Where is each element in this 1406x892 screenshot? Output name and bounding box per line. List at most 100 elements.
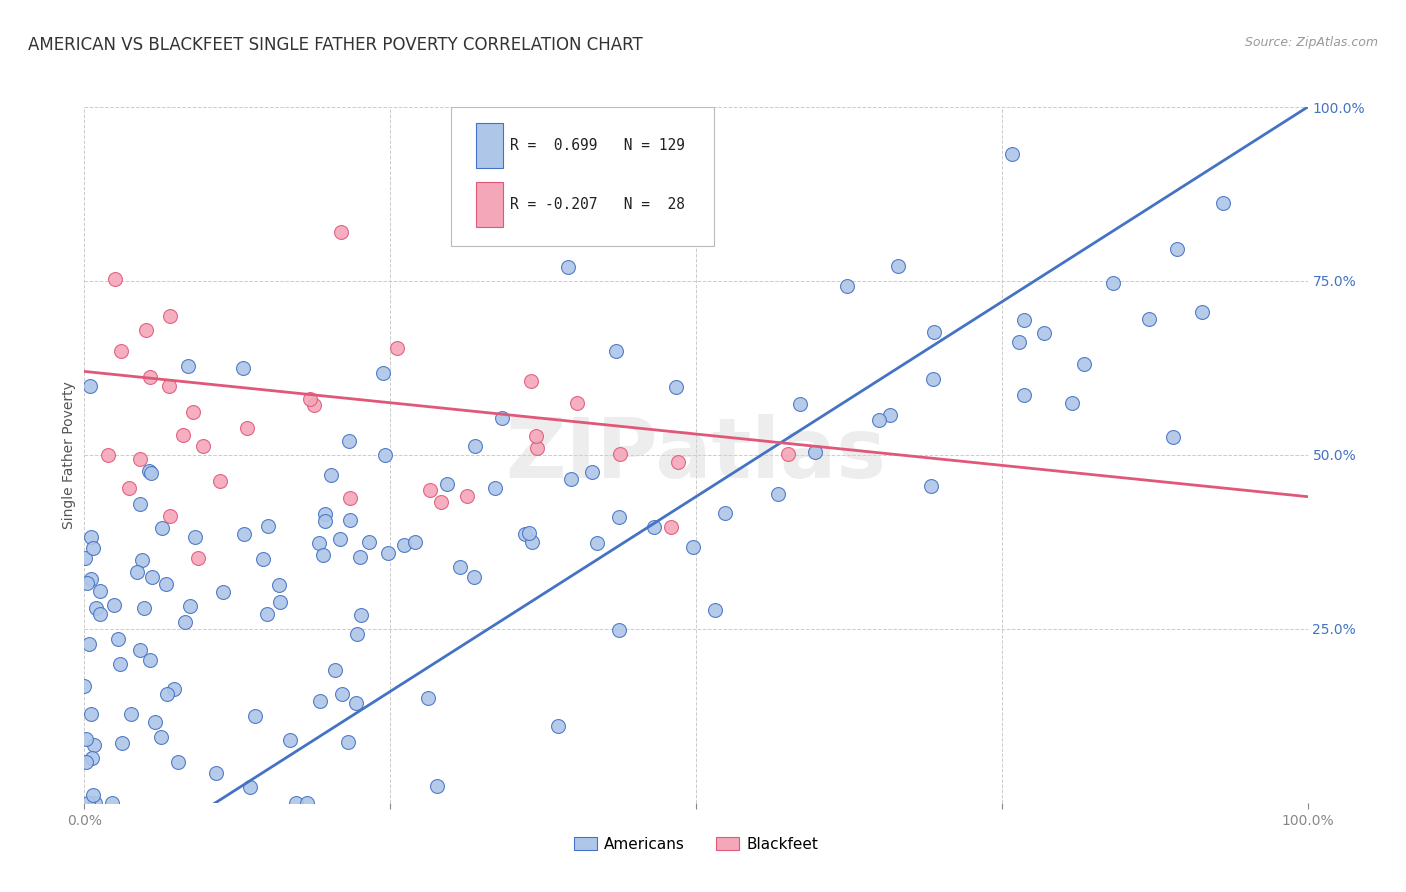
Point — [605, 343, 627, 358]
Point — [682, 541, 704, 555]
Point — [75, 755, 97, 769]
Legend: Americans, Blackfeet: Americans, Blackfeet — [568, 830, 824, 858]
Point — [75, 551, 97, 566]
Point — [111, 736, 134, 750]
Point — [299, 392, 322, 407]
Point — [267, 578, 290, 592]
Point — [285, 796, 308, 810]
Point — [609, 447, 631, 461]
Point — [135, 323, 157, 337]
Point — [187, 550, 209, 565]
Point — [245, 709, 267, 723]
Point — [924, 326, 946, 340]
Point — [323, 663, 346, 677]
FancyBboxPatch shape — [475, 182, 503, 227]
Point — [609, 623, 631, 637]
Point — [464, 439, 486, 453]
Point — [778, 447, 800, 461]
Point — [330, 687, 353, 701]
Point — [346, 696, 368, 710]
Point — [1001, 147, 1024, 161]
Point — [156, 687, 179, 701]
Point — [349, 608, 371, 623]
Point — [129, 452, 152, 467]
Point — [191, 439, 214, 453]
Point — [789, 397, 811, 411]
Point — [491, 411, 513, 425]
Point — [385, 341, 408, 355]
Point — [404, 535, 426, 549]
Point — [346, 627, 368, 641]
Point — [82, 788, 104, 802]
Point — [1137, 312, 1160, 326]
Point — [643, 520, 665, 534]
Point — [76, 576, 98, 591]
Point — [76, 796, 98, 810]
Point — [920, 478, 942, 492]
Point — [159, 508, 181, 523]
Point — [581, 465, 603, 479]
Point — [714, 507, 737, 521]
Point — [526, 442, 548, 456]
Point — [83, 738, 105, 752]
Point — [484, 481, 506, 495]
Point — [131, 553, 153, 567]
Point — [659, 520, 682, 534]
Point — [209, 474, 232, 488]
Point — [330, 225, 353, 239]
Text: AMERICAN VS BLACKFEET SINGLE FATHER POVERTY CORRELATION CHART: AMERICAN VS BLACKFEET SINGLE FATHER POVE… — [28, 36, 643, 54]
Point — [371, 366, 394, 380]
Point — [143, 715, 166, 730]
FancyBboxPatch shape — [451, 107, 714, 246]
Point — [1032, 326, 1054, 341]
Point — [418, 690, 440, 705]
Point — [80, 530, 103, 544]
Point — [426, 779, 449, 793]
Point — [585, 536, 607, 550]
Point — [886, 259, 908, 273]
Point — [118, 481, 141, 495]
Point — [212, 585, 235, 599]
Point — [125, 565, 148, 579]
Point — [1161, 430, 1184, 444]
Point — [456, 489, 478, 503]
Text: R = -0.207   N =  28: R = -0.207 N = 28 — [510, 197, 685, 212]
Point — [97, 448, 120, 462]
Point — [107, 632, 129, 647]
Point — [157, 379, 180, 393]
Point — [312, 548, 335, 562]
Point — [349, 550, 371, 565]
Point — [803, 445, 825, 459]
Point — [80, 572, 103, 586]
Point — [337, 434, 360, 449]
Point — [664, 380, 686, 394]
Point — [668, 455, 690, 469]
Text: Source: ZipAtlas.com: Source: ZipAtlas.com — [1244, 36, 1378, 49]
Point — [159, 309, 181, 323]
Point — [204, 765, 226, 780]
Point — [84, 600, 107, 615]
Point — [336, 734, 359, 748]
Point — [519, 526, 541, 541]
Point — [374, 448, 396, 462]
Point — [104, 272, 127, 286]
Point — [155, 577, 177, 591]
Point — [879, 408, 901, 422]
Point — [377, 546, 399, 560]
Point — [295, 796, 318, 810]
Point — [557, 260, 579, 274]
Point — [120, 706, 142, 721]
Point — [167, 756, 190, 770]
Point — [252, 552, 274, 566]
Point — [419, 483, 441, 497]
Point — [163, 681, 186, 696]
Y-axis label: Single Father Poverty: Single Father Poverty — [62, 381, 76, 529]
Point — [308, 694, 330, 708]
Point — [513, 526, 536, 541]
Point — [1166, 242, 1188, 256]
FancyBboxPatch shape — [475, 123, 503, 168]
Point — [139, 653, 162, 667]
Point — [1008, 334, 1031, 349]
Point — [463, 570, 485, 584]
Point — [359, 534, 381, 549]
